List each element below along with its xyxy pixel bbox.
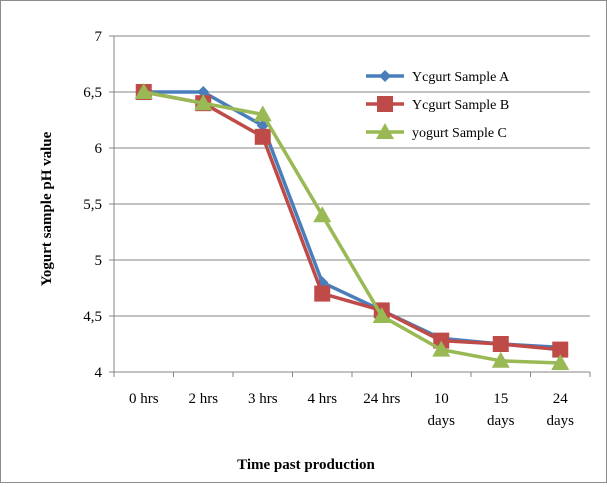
x-tick-label: 10 xyxy=(434,391,449,407)
series-c xyxy=(134,83,570,371)
data-point xyxy=(254,128,271,145)
x-tick-label: 24 xyxy=(553,391,569,407)
legend-marker xyxy=(377,96,393,112)
gridlines xyxy=(114,35,590,317)
x-tick-label: 0 hrs xyxy=(129,391,159,407)
x-tick-label: days xyxy=(487,413,515,429)
data-point xyxy=(197,86,210,98)
data-point xyxy=(314,285,331,302)
x-axis-title: Time past production xyxy=(237,457,375,473)
y-tick-label: 4,5 xyxy=(83,309,102,325)
y-tick-label: 7 xyxy=(95,29,103,45)
series-lines xyxy=(134,83,570,371)
y-tick-label: 6 xyxy=(95,141,103,157)
data-point xyxy=(492,336,509,352)
series-line xyxy=(143,90,561,365)
data-point xyxy=(253,105,272,122)
y-axis-title: Yogurt sample pH value xyxy=(39,131,55,286)
legend: Ycgurt Sample A Ycgurt Sample B yogurt Sam… xyxy=(366,70,510,141)
x-tick-label: 24 hrs xyxy=(363,391,400,407)
x-tick-label: 4 hrs xyxy=(307,391,337,407)
data-point xyxy=(134,83,153,99)
y-tick-label: 5 xyxy=(95,253,103,269)
legend-entry: Ycgurt Sample B xyxy=(366,96,509,113)
data-point xyxy=(432,340,451,357)
y-tick-label: 4 xyxy=(95,365,103,381)
data-point xyxy=(372,307,391,323)
y-tick-label: 6,5 xyxy=(83,85,102,101)
x-tick-label: days xyxy=(547,413,575,429)
data-point xyxy=(491,351,510,368)
legend-label: Ycgurt Sample B xyxy=(412,98,509,113)
data-point xyxy=(194,94,213,111)
data-point xyxy=(551,354,570,371)
legend-entry: yogurt Sample C xyxy=(366,123,507,141)
legend-label: yogurt Sample C xyxy=(412,126,507,141)
x-tick-label: 2 hrs xyxy=(188,391,218,407)
legend-marker xyxy=(379,70,391,82)
x-tick-labels: 0 hrs 2 hrs 3 hrs 4 hrs 24 hrs 10 days 15 days 24… xyxy=(129,391,574,429)
y-tick-label: 5,5 xyxy=(83,197,102,213)
legend-label: Ycgurt Sample A xyxy=(412,70,510,85)
data-point xyxy=(313,206,332,223)
axes xyxy=(109,35,591,377)
x-tick-label: 3 hrs xyxy=(248,391,278,407)
x-tick-label: days xyxy=(428,413,456,429)
x-tick-label: 15 xyxy=(493,391,508,407)
legend-entry: Ycgurt Sample A xyxy=(366,70,510,85)
data-point xyxy=(552,341,569,358)
y-tick-labels: 4 4,5 5 5,5 6 6,5 7 xyxy=(83,29,102,381)
legend-marker xyxy=(376,123,394,139)
series-line xyxy=(143,90,561,352)
